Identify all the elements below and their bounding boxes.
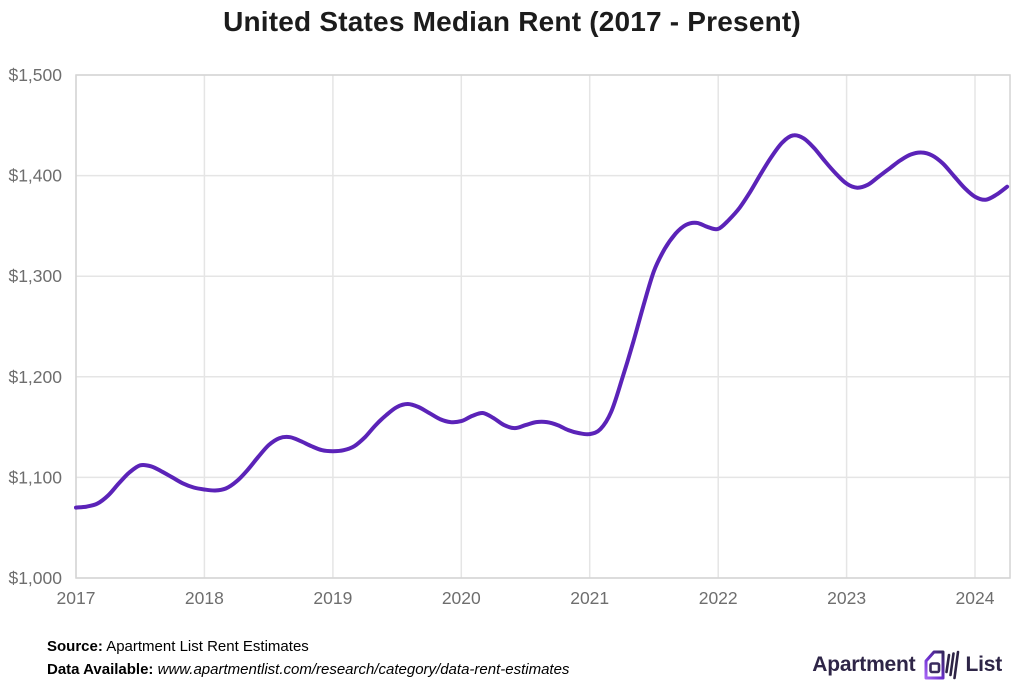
apartment-list-house-icon xyxy=(924,650,960,680)
source-line: Source: Apartment List Rent Estimates xyxy=(47,635,569,658)
source-value: Apartment List Rent Estimates xyxy=(106,638,309,655)
logo-word-list: List xyxy=(965,653,1002,676)
x-axis-tick-label: 2019 xyxy=(313,588,352,608)
source-label: Source: xyxy=(47,638,103,655)
y-axis-tick-label: $1,500 xyxy=(8,65,62,85)
y-axis-tick-label: $1,400 xyxy=(8,166,62,186)
footer-notes: Source: Apartment List Rent Estimates Da… xyxy=(47,635,569,681)
x-axis-tick-label: 2017 xyxy=(57,588,96,608)
data-available-label: Data Available: xyxy=(47,661,154,678)
logo-word-apartment: Apartment xyxy=(812,653,916,676)
x-axis-tick-label: 2024 xyxy=(956,588,995,608)
plot-border xyxy=(75,74,1011,579)
data-available-url: www.apartmentlist.com/research/category/… xyxy=(157,661,570,678)
median-rent-line-chart: $1,000 $1,100 $1,200 $1,300 $1,400 $1,500 2017… xyxy=(8,65,1011,608)
x-axis-tick-label: 2023 xyxy=(827,588,866,608)
y-axis-tick-label: $1,200 xyxy=(8,367,62,387)
y-axis-tick-label: $1,000 xyxy=(8,568,62,588)
x-axis-tick-label: 2018 xyxy=(185,588,224,608)
median-rent-line xyxy=(74,133,1010,510)
x-axis-tick-label: 2022 xyxy=(699,588,738,608)
apartment-list-logo: Apartment List xyxy=(812,646,1002,684)
y-axis-tick-label: $1,300 xyxy=(8,266,62,286)
y-axis-tick-label: $1,100 xyxy=(8,467,62,487)
data-available-line: Data Available: www.apartmentlist.com/re… xyxy=(47,658,569,681)
x-axis-tick-label: 2021 xyxy=(570,588,609,608)
x-axis-tick-label: 2020 xyxy=(442,588,481,608)
chart-title: United States Median Rent (2017 - Presen… xyxy=(223,6,801,37)
